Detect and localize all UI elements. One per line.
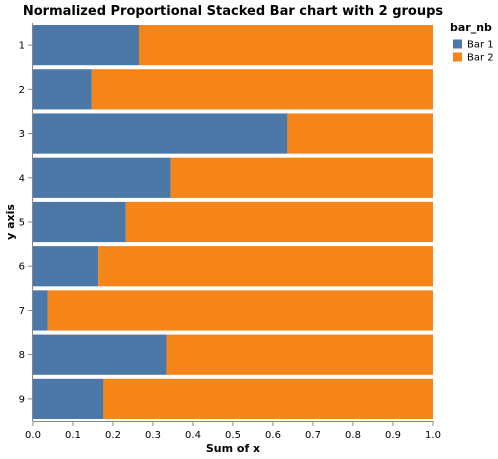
plot-area xyxy=(33,25,434,419)
x-tick-label: 0.4 xyxy=(185,430,201,441)
x-tick-label: 0.9 xyxy=(385,430,401,441)
y-tick-label: 3 xyxy=(19,129,25,140)
y-tick-label: 4 xyxy=(19,173,25,184)
x-tick-label: 0.7 xyxy=(305,430,321,441)
x-tick-label: 0.1 xyxy=(65,430,81,441)
bar-2-segment-2 xyxy=(91,69,434,110)
x-tick-label: 0.3 xyxy=(145,430,161,441)
y-axis: 1 2 3 4 5 6 7 8 9 xyxy=(19,23,33,421)
bar-1-segment-8 xyxy=(33,334,167,375)
y-tick-label: 8 xyxy=(19,350,25,361)
y-tick-label: 1 xyxy=(19,41,25,52)
legend: bar_nb Bar 1 Bar 2 xyxy=(450,21,494,64)
y-tick-label: 6 xyxy=(19,262,25,273)
bar-1-segment-4 xyxy=(33,157,171,198)
x-tick-label: 0.6 xyxy=(265,430,281,441)
bar-1-segment-1 xyxy=(33,25,139,66)
y-tick-label: 9 xyxy=(19,394,25,405)
bar-2-segment-3 xyxy=(287,113,433,154)
bar-2-segment-4 xyxy=(170,157,433,198)
x-axis: 0.0 0.1 0.2 0.3 0.4 0.5 0.6 0.7 0.8 0.9 1.0 xyxy=(25,421,441,441)
bar-2-segment-6 xyxy=(98,246,433,287)
x-tick-label: 0.8 xyxy=(345,430,361,441)
y-axis-title: y axis xyxy=(4,204,17,240)
y-tick-label: 5 xyxy=(19,218,25,229)
bar-1-segment-5 xyxy=(33,201,126,243)
bar-2-segment-8 xyxy=(166,334,433,375)
bar-1-segment-2 xyxy=(33,69,92,110)
legend-swatch-1 xyxy=(453,39,462,49)
x-tick-label: 1.0 xyxy=(425,430,441,441)
x-tick-label: 0.2 xyxy=(105,430,121,441)
bar-2-segment-7 xyxy=(47,290,434,331)
bar-1-segment-6 xyxy=(33,246,99,287)
bar-2-segment-5 xyxy=(125,201,434,243)
bar-1-segment-9 xyxy=(33,378,104,419)
x-axis-title: Sum of x xyxy=(206,442,260,455)
y-tick-label: 2 xyxy=(19,85,25,96)
x-tick-label: 0.0 xyxy=(25,430,41,441)
chart-title: Normalized Proportional Stacked Bar char… xyxy=(23,4,444,19)
bar-2-segment-9 xyxy=(103,378,434,419)
x-tick-label: 0.5 xyxy=(225,430,241,441)
legend-swatch-2 xyxy=(453,52,462,62)
legend-label-1: Bar 1 xyxy=(467,40,494,51)
y-tick-label: 7 xyxy=(19,306,25,317)
bar-1-segment-3 xyxy=(33,113,288,154)
legend-title: bar_nb xyxy=(450,21,492,34)
bar-2-segment-1 xyxy=(139,25,433,66)
bar-1-segment-7 xyxy=(33,290,48,331)
legend-label-2: Bar 2 xyxy=(467,53,494,64)
